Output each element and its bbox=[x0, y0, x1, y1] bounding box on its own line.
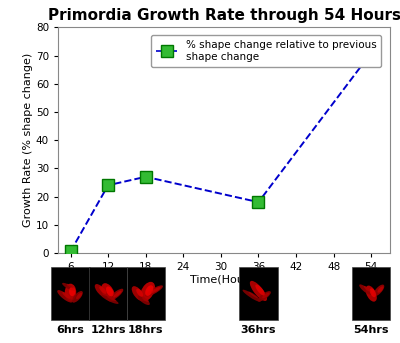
Ellipse shape bbox=[95, 284, 108, 298]
Ellipse shape bbox=[370, 288, 376, 297]
Ellipse shape bbox=[140, 282, 155, 301]
Ellipse shape bbox=[108, 289, 123, 301]
Text: 18hrs: 18hrs bbox=[128, 325, 164, 335]
Ellipse shape bbox=[145, 285, 153, 296]
Legend: % shape change relative to previous
shape change: % shape change relative to previous shap… bbox=[151, 35, 382, 67]
Bar bbox=[127, 267, 165, 320]
Title: Primordia Growth Rate through 54 Hours: Primordia Growth Rate through 54 Hours bbox=[48, 9, 400, 24]
Bar bbox=[89, 267, 127, 320]
Ellipse shape bbox=[366, 286, 377, 301]
Ellipse shape bbox=[62, 283, 75, 291]
Bar bbox=[352, 267, 390, 320]
Bar bbox=[52, 267, 90, 320]
Ellipse shape bbox=[359, 284, 372, 295]
Text: 36hrs: 36hrs bbox=[241, 325, 276, 335]
Text: 6hrs: 6hrs bbox=[56, 325, 84, 335]
Ellipse shape bbox=[145, 285, 163, 296]
Bar bbox=[239, 267, 278, 320]
Ellipse shape bbox=[101, 283, 115, 301]
X-axis label: Time(Hours): Time(Hours) bbox=[190, 275, 258, 285]
Text: 12hrs: 12hrs bbox=[90, 325, 126, 335]
Ellipse shape bbox=[136, 289, 143, 297]
Ellipse shape bbox=[364, 286, 370, 292]
Ellipse shape bbox=[106, 286, 114, 296]
Ellipse shape bbox=[262, 293, 270, 298]
Ellipse shape bbox=[65, 284, 76, 301]
Ellipse shape bbox=[132, 286, 144, 301]
Ellipse shape bbox=[99, 286, 106, 294]
Ellipse shape bbox=[374, 285, 384, 296]
Ellipse shape bbox=[258, 291, 271, 301]
Ellipse shape bbox=[102, 295, 118, 304]
Ellipse shape bbox=[255, 285, 265, 296]
Ellipse shape bbox=[113, 291, 122, 297]
Ellipse shape bbox=[62, 292, 71, 299]
Ellipse shape bbox=[107, 296, 116, 301]
Ellipse shape bbox=[151, 287, 161, 293]
Ellipse shape bbox=[76, 293, 82, 299]
Ellipse shape bbox=[142, 297, 149, 302]
Ellipse shape bbox=[57, 290, 72, 303]
Ellipse shape bbox=[67, 284, 74, 288]
Ellipse shape bbox=[248, 292, 258, 298]
Ellipse shape bbox=[242, 290, 261, 302]
Y-axis label: Growth Rate (% shape change): Growth Rate (% shape change) bbox=[23, 53, 33, 227]
Ellipse shape bbox=[72, 291, 83, 303]
Ellipse shape bbox=[250, 281, 267, 301]
Ellipse shape bbox=[378, 286, 384, 293]
Text: 54hrs: 54hrs bbox=[354, 325, 389, 335]
Ellipse shape bbox=[138, 296, 150, 305]
Ellipse shape bbox=[69, 287, 75, 296]
